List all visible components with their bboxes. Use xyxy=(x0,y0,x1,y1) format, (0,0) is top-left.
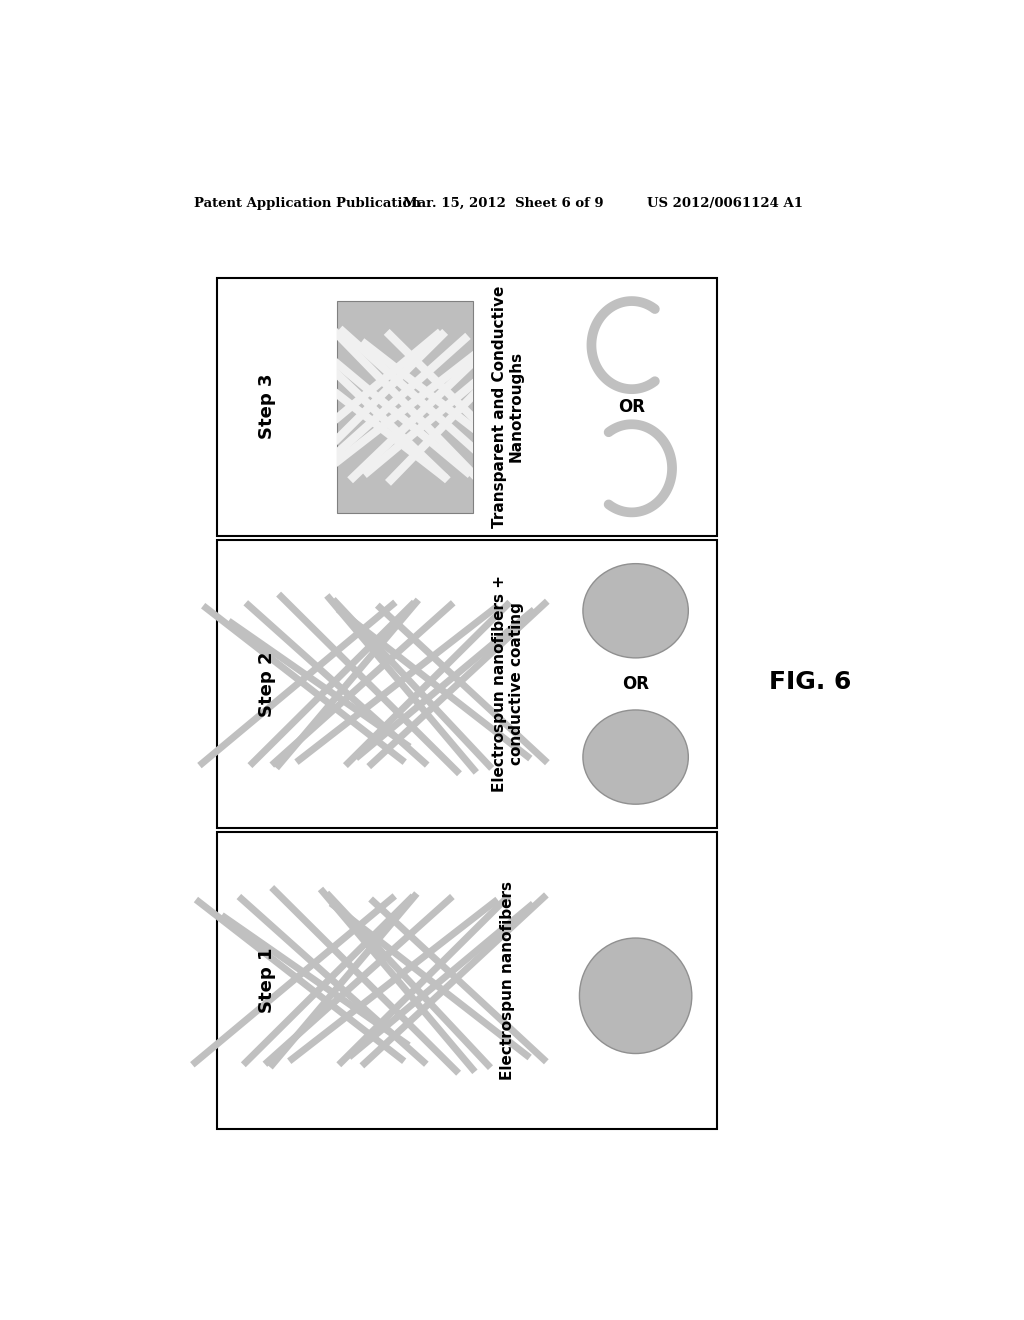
Bar xyxy=(337,301,473,512)
Ellipse shape xyxy=(580,939,692,1053)
Text: OR: OR xyxy=(623,675,649,693)
Ellipse shape xyxy=(583,564,688,657)
Bar xyxy=(217,540,717,829)
Text: Transparent and Conductive
Nanotroughs: Transparent and Conductive Nanotroughs xyxy=(492,285,524,528)
Text: Mar. 15, 2012  Sheet 6 of 9: Mar. 15, 2012 Sheet 6 of 9 xyxy=(403,197,604,210)
Text: US 2012/0061124 A1: US 2012/0061124 A1 xyxy=(647,197,803,210)
Text: OR: OR xyxy=(618,397,645,416)
Text: Step 2: Step 2 xyxy=(258,651,276,717)
Bar xyxy=(217,277,717,536)
Text: Electrospun nanofibers: Electrospun nanofibers xyxy=(501,880,515,1080)
Text: Step 3: Step 3 xyxy=(258,374,276,440)
Text: Patent Application Publication: Patent Application Publication xyxy=(194,197,421,210)
Text: Step 1: Step 1 xyxy=(258,948,276,1014)
Ellipse shape xyxy=(583,710,688,804)
Text: FIG. 6: FIG. 6 xyxy=(769,671,851,694)
Bar xyxy=(217,832,717,1129)
Text: Electrospun nanofibers +
conductive coating: Electrospun nanofibers + conductive coat… xyxy=(492,576,524,792)
